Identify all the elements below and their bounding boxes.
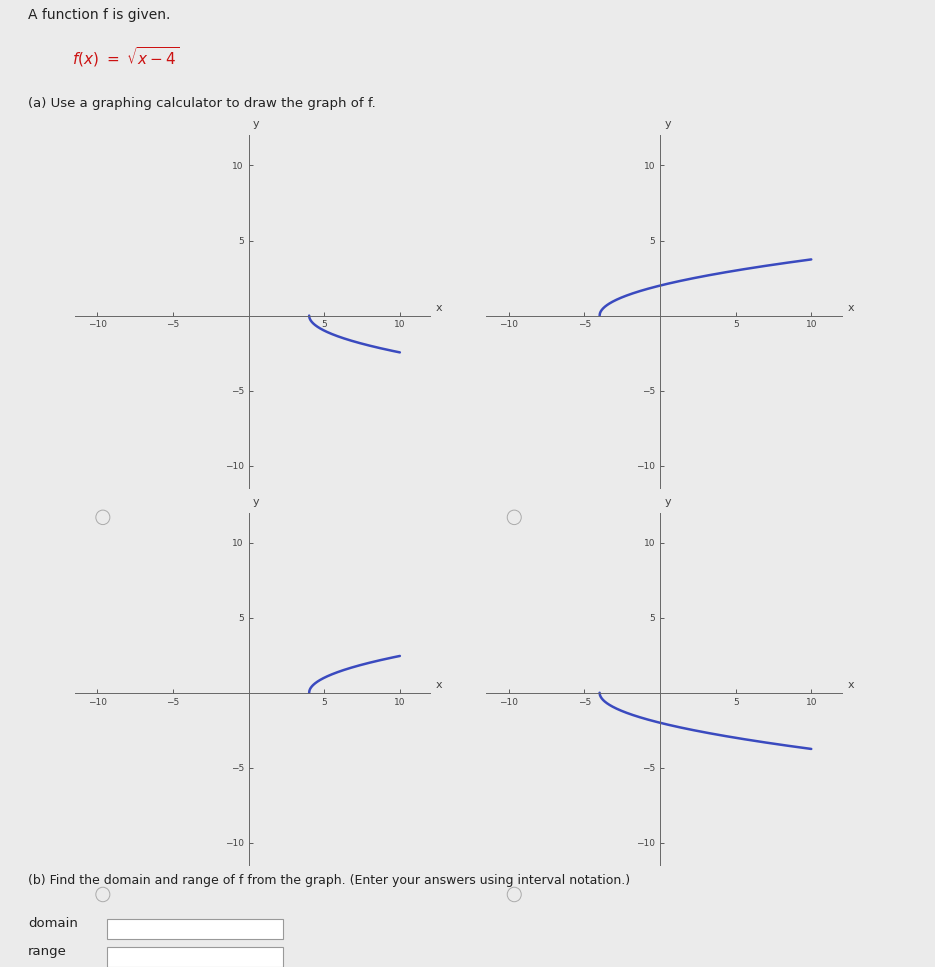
Text: (b) Find the domain and range of f from the graph. (Enter your answers using int: (b) Find the domain and range of f from … [28, 874, 630, 887]
Text: (a) Use a graphing calculator to draw the graph of f.: (a) Use a graphing calculator to draw th… [28, 97, 376, 110]
Text: domain: domain [28, 918, 78, 930]
Text: y: y [664, 496, 671, 507]
Text: y: y [664, 119, 671, 130]
FancyBboxPatch shape [108, 919, 283, 939]
Text: y: y [252, 119, 260, 130]
Text: x: x [847, 680, 855, 690]
Text: A function f is given.: A function f is given. [28, 8, 170, 21]
Text: x: x [436, 303, 443, 313]
Text: $\mathit{f(x)}$ $=$ $\sqrt{x-4}$: $\mathit{f(x)}$ $=$ $\sqrt{x-4}$ [72, 45, 180, 70]
Text: x: x [436, 680, 443, 690]
Text: range: range [28, 945, 67, 958]
Text: y: y [252, 496, 260, 507]
Text: x: x [847, 303, 855, 313]
FancyBboxPatch shape [108, 947, 283, 967]
